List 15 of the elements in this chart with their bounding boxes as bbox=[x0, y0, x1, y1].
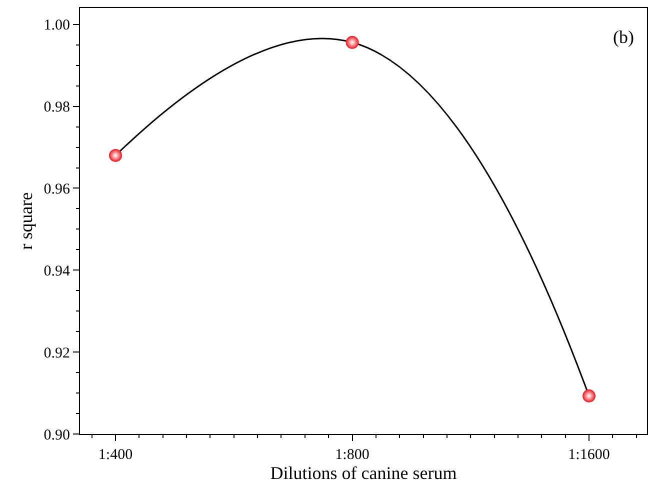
y-tick-label: 0.98 bbox=[44, 100, 70, 116]
x-tick-label: 1:800 bbox=[335, 447, 370, 463]
annotation: (b) bbox=[613, 27, 634, 47]
y-tick-label: 0.90 bbox=[44, 427, 70, 444]
point bbox=[582, 389, 596, 402]
point bbox=[346, 36, 359, 49]
x-axis-title: Dilutions of canine serum bbox=[270, 463, 457, 483]
y-tick-label: 0.94 bbox=[44, 263, 70, 280]
y-tick-label: 0.92 bbox=[44, 345, 70, 362]
point bbox=[109, 148, 122, 162]
x-tick-label: 1:400 bbox=[98, 447, 133, 463]
y-tick-label: 1.00 bbox=[44, 18, 70, 34]
y-axis-title: r square bbox=[16, 192, 36, 250]
x-tick-label: 1:1600 bbox=[568, 447, 610, 463]
y-tick-label: 0.96 bbox=[44, 181, 70, 198]
